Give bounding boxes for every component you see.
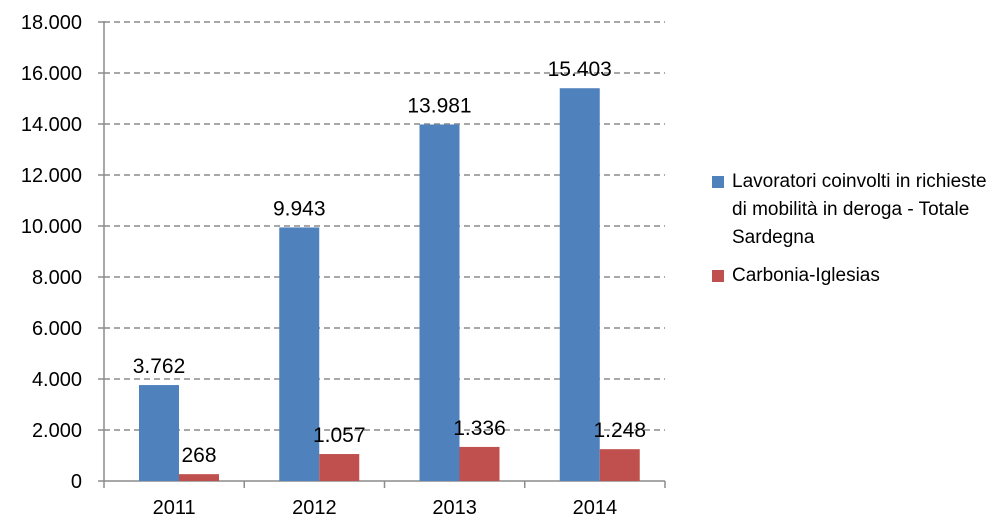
data-label-series-2-2014: 1.248 [593,419,646,442]
y-tick-label: 18.000 [21,12,82,34]
bar-series-1-2011 [139,385,179,481]
data-label-series-1-2012: 9.943 [273,197,326,220]
x-tick-label: 2014 [573,497,618,519]
bar-series-2-2014 [599,449,640,481]
y-tick-label: 14.000 [21,114,82,136]
legend-label-series-1: Lavoratori coinvolti in richieste di mob… [732,171,987,248]
data-label-series-2-2012: 1.057 [313,424,366,447]
bar-series-1-2013 [419,124,460,481]
data-label-series-2-2011: 268 [181,444,216,467]
bar-series-2-2011 [179,474,219,481]
data-label-series-2-2013: 1.336 [453,417,506,440]
bar-series-1-2014 [559,88,600,481]
bar-series-2-2013 [459,446,500,481]
y-tick-label: 10.000 [21,216,82,238]
y-tick-label: 16.000 [21,63,82,85]
data-label-series-1-2011: 3.762 [133,355,186,378]
x-tick-label: 2011 [153,497,196,519]
y-tick-label: 12.000 [21,165,82,187]
bar-series-2-2012 [319,454,360,481]
y-tick-label: 0 [71,471,82,493]
y-tick-label: 6.000 [32,318,82,340]
bar-series-1-2012 [279,227,320,481]
y-tick-label: 8.000 [32,267,82,289]
legend: Lavoratori coinvolti in richieste di mob… [712,168,1002,300]
y-tick-label: 2.000 [32,420,82,442]
legend-swatch-series-2 [712,270,724,282]
legend-item-series-2: Carbonia-Iglesias [712,262,1002,290]
legend-swatch-series-1 [712,176,724,188]
y-tick-label: 4.000 [32,369,82,391]
x-tick-label: 2012 [292,497,337,519]
data-label-series-1-2013: 13.981 [407,94,471,117]
x-tick-label: 2013 [432,497,477,519]
legend-item-series-1: Lavoratori coinvolti in richieste di mob… [712,168,1002,252]
legend-label-series-2: Carbonia-Iglesias [732,265,880,286]
data-label-series-1-2014: 15.403 [548,58,612,81]
